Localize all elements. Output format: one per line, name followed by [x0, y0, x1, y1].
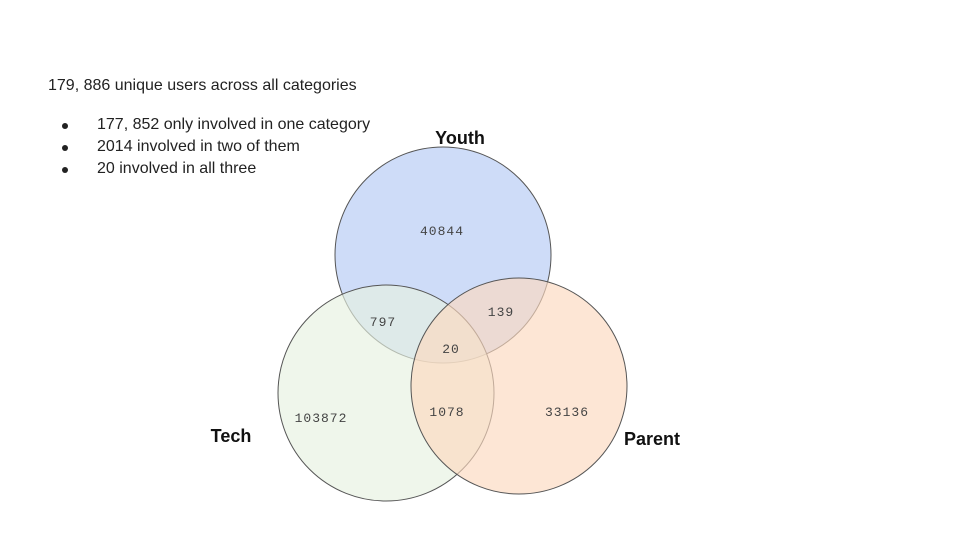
parent-circle [410, 277, 628, 495]
summary-headline: 179, 886 unique users across all categor… [48, 77, 357, 94]
youth-parent-count: 139 [488, 305, 514, 320]
tech-only-count: 103872 [295, 411, 348, 426]
bullet-text: 177, 852 only involved in one category [97, 116, 371, 133]
bullet-text: 20 involved in all three [97, 160, 257, 177]
tech-parent-count: 1078 [429, 405, 464, 420]
youth-tech-count: 797 [370, 315, 396, 330]
parent-set-label: Parent [624, 429, 680, 449]
bullet-dot-icon [62, 145, 68, 151]
bullet-dot-icon [62, 167, 68, 173]
bullet-dot-icon [62, 123, 68, 129]
youth-only-count: 40844 [420, 224, 464, 239]
parent-only-count: 33136 [545, 405, 589, 420]
all-three-count: 20 [442, 342, 460, 357]
tech-set-label: Tech [211, 426, 252, 446]
bullet-text: 2014 involved in two of them [97, 138, 300, 155]
youth-set-label: Youth [435, 128, 485, 148]
